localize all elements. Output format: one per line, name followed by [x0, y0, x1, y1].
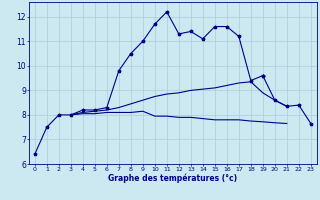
X-axis label: Graphe des températures (°c): Graphe des températures (°c) — [108, 173, 237, 183]
